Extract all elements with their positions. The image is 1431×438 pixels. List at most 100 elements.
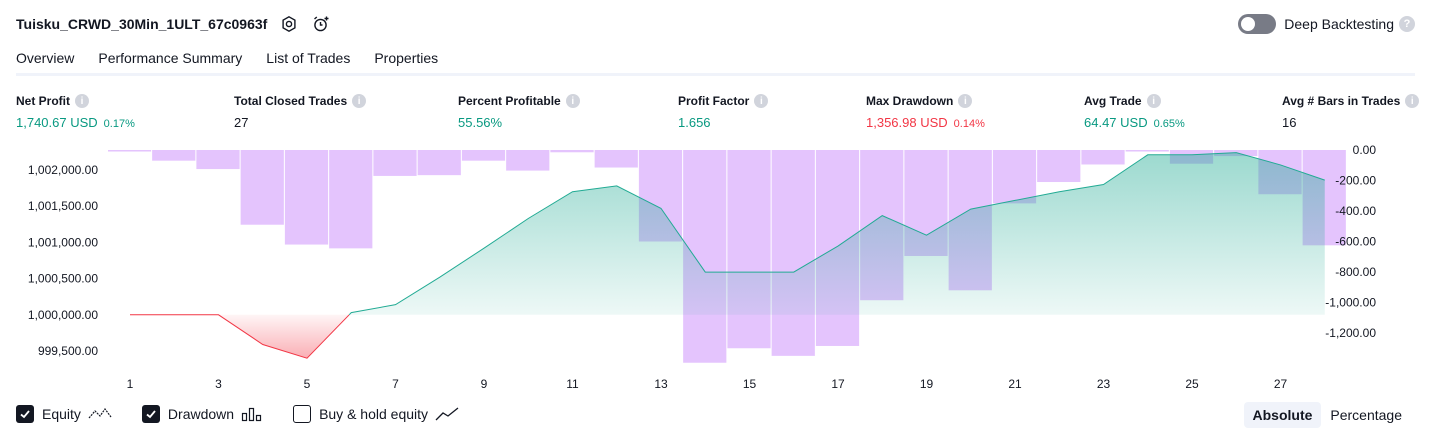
metric-label: Percent Profitable xyxy=(458,94,561,108)
buy-hold-label: Buy & hold equity xyxy=(319,406,429,422)
legend-equity[interactable]: Equity xyxy=(16,405,112,423)
tab-overview[interactable]: Overview xyxy=(16,48,75,76)
drawdown-axis-tick: -1,000.00 xyxy=(1325,296,1376,310)
drawdown-bar xyxy=(506,150,550,171)
drawdown-bar xyxy=(992,150,1037,204)
x-axis-tick: 7 xyxy=(392,377,399,391)
drawdown-bar xyxy=(240,150,284,225)
equity-loss-area xyxy=(130,314,350,359)
drawdown-bar xyxy=(196,150,240,170)
help-question-icon[interactable]: ? xyxy=(1399,16,1415,32)
equity-label: Equity xyxy=(42,406,81,422)
metric-percent: 0.17% xyxy=(103,118,135,130)
percentage-mode-button[interactable]: Percentage xyxy=(1330,407,1402,423)
metric-profit-factor: Profit Factor i 1.656 xyxy=(678,93,769,131)
metric-value: 64.47 USD xyxy=(1084,115,1148,130)
info-icon[interactable]: i xyxy=(958,94,973,108)
x-axis-tick: 23 xyxy=(1097,377,1111,391)
metric-percent: 0.65% xyxy=(1153,118,1185,130)
drawdown-axis-tick: -800.00 xyxy=(1335,265,1376,279)
drawdown-bar xyxy=(771,150,815,356)
equity-line-icon xyxy=(88,406,112,422)
x-axis-tick: 3 xyxy=(215,377,222,391)
strategy-title: Tuisku_CRWD_30Min_1ULT_67c0963f xyxy=(16,16,268,32)
buy-hold-checkbox[interactable] xyxy=(293,405,312,423)
info-icon[interactable]: i xyxy=(1405,94,1420,108)
metric-value: 27 xyxy=(234,115,249,130)
equity-checkbox[interactable] xyxy=(16,405,34,423)
x-axis-tick: 15 xyxy=(743,377,757,391)
deep-backtesting-toggle[interactable] xyxy=(1238,14,1277,34)
metric-total-closed-trades: Total Closed Trades i 27 xyxy=(234,93,367,131)
metric-label: Avg # Bars in Trades xyxy=(1282,94,1401,108)
drawdown-bars-icon xyxy=(241,406,263,422)
equity-axis-tick: 999,500.00 xyxy=(38,344,98,358)
tabs-divider xyxy=(16,73,1415,76)
drawdown-checkbox[interactable] xyxy=(141,405,160,423)
drawdown-label: Drawdown xyxy=(167,406,235,422)
settings-gear-icon[interactable] xyxy=(279,14,299,34)
x-axis-tick: 19 xyxy=(920,377,934,391)
equity-profit-line xyxy=(348,152,1325,316)
equity-axis-tick: 1,001,000.00 xyxy=(28,235,98,249)
report-tabs: Overview Performance Summary List of Tra… xyxy=(16,48,462,76)
metric-percent-profitable: Percent Profitable i 55.56% xyxy=(458,93,580,131)
chart-legend: Equity Drawdown Buy & hold equity xyxy=(16,403,489,425)
info-icon[interactable]: i xyxy=(352,94,367,108)
metric-value: 1.656 xyxy=(678,115,711,130)
drawdown-bar xyxy=(152,150,196,161)
metric-value: 55.56% xyxy=(458,115,503,130)
metric-net-profit: Net Profit i 1,740.67 USD 0.17% xyxy=(16,93,135,131)
equity-profit-area xyxy=(349,152,1325,315)
drawdown-bar xyxy=(329,150,373,249)
equity-drawdown-chart[interactable]: 1,002,000.00 1,001,500.00 1,001,000.00 1,00… xyxy=(0,140,1431,398)
info-icon[interactable]: i xyxy=(565,94,580,108)
equity-loss-line xyxy=(130,314,350,359)
drawdown-axis-tick: -400.00 xyxy=(1335,204,1376,218)
drawdown-bar xyxy=(373,150,417,176)
info-icon[interactable]: i xyxy=(75,94,89,108)
drawdown-axis-tick: -200.00 xyxy=(1335,174,1376,188)
drawdown-bar xyxy=(417,150,461,176)
value-mode-switch: Absolute Percentage xyxy=(1243,402,1412,428)
metric-avg-bars: Avg # Bars in Trades i 16 xyxy=(1282,93,1420,131)
metric-value: 16 xyxy=(1282,115,1297,130)
equity-axis-tick: 1,002,000.00 xyxy=(28,163,98,177)
x-axis-tick: 25 xyxy=(1185,377,1199,391)
tab-properties[interactable]: Properties xyxy=(374,50,439,66)
equity-axis-tick: 1,001,500.00 xyxy=(28,199,98,213)
metric-label: Max Drawdown xyxy=(866,94,954,108)
metric-label: Profit Factor xyxy=(678,94,750,108)
metric-avg-trade: Avg Trade i 64.47 USD 0.65% xyxy=(1084,93,1185,131)
deep-backtesting-label: Deep Backtesting xyxy=(1284,16,1394,32)
x-axis-tick: 1 xyxy=(127,377,134,391)
info-icon[interactable]: i xyxy=(754,94,769,108)
drawdown-bar xyxy=(461,150,506,161)
tab-list-of-trades[interactable]: List of Trades xyxy=(266,50,351,66)
deep-backtesting-control: Deep Backtesting ? xyxy=(1238,12,1415,36)
tab-performance-summary[interactable]: Performance Summary xyxy=(98,50,243,66)
drawdown-bar xyxy=(108,150,152,152)
equity-axis-tick: 1,000,500.00 xyxy=(28,272,98,286)
drawdown-bar xyxy=(550,150,594,153)
drawdown-bar xyxy=(727,150,771,349)
x-axis-tick: 27 xyxy=(1274,377,1288,391)
x-axis-tick: 5 xyxy=(304,377,311,391)
x-axis-tick: 21 xyxy=(1008,377,1022,391)
x-axis-tick: 17 xyxy=(831,377,845,391)
legend-drawdown[interactable]: Drawdown xyxy=(141,405,263,423)
drawdown-bar xyxy=(1037,150,1081,183)
metric-label: Avg Trade xyxy=(1084,94,1142,108)
legend-buy-hold[interactable]: Buy & hold equity xyxy=(293,405,459,423)
metric-percent: 0.14% xyxy=(953,118,985,130)
drawdown-bar xyxy=(1125,150,1169,152)
drawdown-bar xyxy=(284,150,329,245)
strategy-header: Tuisku_CRWD_30Min_1ULT_67c0963f xyxy=(16,12,331,36)
drawdown-axis-tick: -600.00 xyxy=(1335,235,1376,249)
drawdown-axis-tick: -1,200.00 xyxy=(1325,326,1376,340)
metric-value: 1,740.67 USD xyxy=(16,115,98,130)
x-axis-tick: 9 xyxy=(481,377,488,391)
info-icon[interactable]: i xyxy=(1146,94,1161,108)
alarm-add-icon[interactable] xyxy=(311,14,331,34)
absolute-mode-button[interactable]: Absolute xyxy=(1243,402,1322,428)
